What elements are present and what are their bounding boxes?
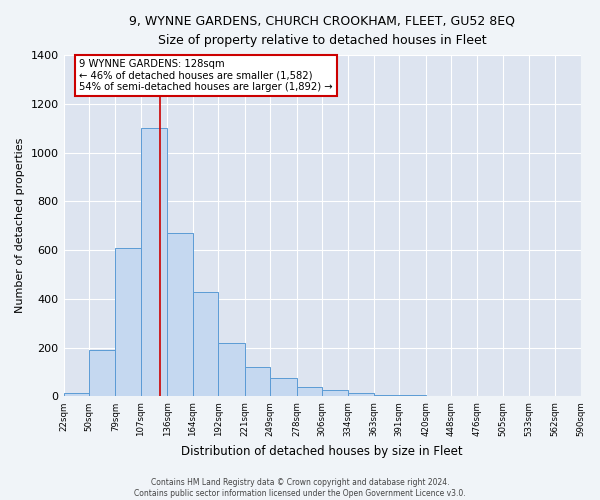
- Bar: [322, 390, 347, 396]
- X-axis label: Distribution of detached houses by size in Fleet: Distribution of detached houses by size …: [181, 444, 463, 458]
- Text: Contains HM Land Registry data © Crown copyright and database right 2024.
Contai: Contains HM Land Registry data © Crown c…: [134, 478, 466, 498]
- Bar: [374, 395, 400, 396]
- Bar: [193, 292, 218, 397]
- Bar: [89, 350, 115, 397]
- Bar: [115, 248, 141, 396]
- Bar: [64, 393, 89, 396]
- Bar: [167, 233, 193, 396]
- Text: 9 WYNNE GARDENS: 128sqm
← 46% of detached houses are smaller (1,582)
54% of semi: 9 WYNNE GARDENS: 128sqm ← 46% of detache…: [79, 58, 332, 92]
- Bar: [141, 128, 167, 396]
- Bar: [347, 393, 374, 396]
- Bar: [270, 378, 296, 396]
- Bar: [296, 386, 322, 396]
- Bar: [400, 395, 426, 396]
- Bar: [245, 367, 270, 396]
- Y-axis label: Number of detached properties: Number of detached properties: [15, 138, 25, 314]
- Bar: [218, 343, 245, 396]
- Title: 9, WYNNE GARDENS, CHURCH CROOKHAM, FLEET, GU52 8EQ
Size of property relative to : 9, WYNNE GARDENS, CHURCH CROOKHAM, FLEET…: [129, 15, 515, 47]
